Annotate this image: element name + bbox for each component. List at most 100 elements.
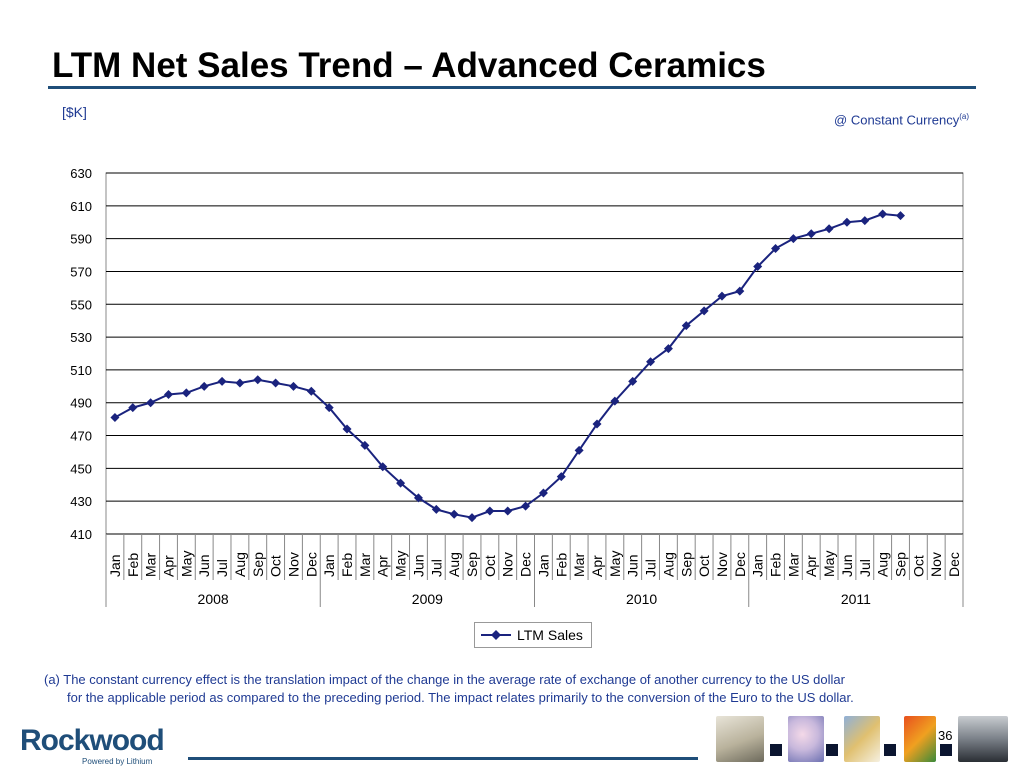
data-point — [503, 506, 513, 516]
data-point — [181, 388, 191, 398]
y-tick-label: 530 — [70, 330, 92, 345]
month-label: Oct — [696, 555, 712, 577]
month-label: Aug — [875, 552, 891, 577]
data-point — [538, 488, 548, 498]
y-tick-label: 610 — [70, 199, 92, 214]
data-point — [788, 234, 798, 244]
data-point — [271, 378, 281, 388]
data-point — [806, 229, 816, 239]
month-label: Nov — [500, 552, 516, 577]
month-label: Jul — [857, 559, 873, 577]
month-label: Jul — [214, 559, 230, 577]
month-label: May — [178, 551, 194, 577]
month-label: Mar — [785, 553, 801, 577]
data-point — [110, 412, 120, 422]
month-label: Aug — [660, 552, 676, 577]
pills-image — [788, 716, 824, 762]
y-tick-label: 490 — [70, 396, 92, 411]
data-point — [735, 286, 745, 296]
month-label: Jul — [428, 559, 444, 577]
month-label: May — [393, 551, 409, 577]
month-label: Mar — [571, 553, 587, 577]
y-tick-label: 590 — [70, 232, 92, 247]
month-label: Feb — [768, 553, 784, 577]
data-point — [128, 403, 138, 413]
data-point — [896, 211, 906, 221]
data-point — [360, 440, 370, 450]
logo-wordmark: Rockwood — [20, 724, 165, 757]
month-label: May — [821, 551, 837, 577]
title-underline — [48, 86, 976, 89]
data-point — [396, 478, 406, 488]
month-label: Sep — [678, 552, 694, 577]
month-label: Sep — [464, 552, 480, 577]
data-point — [753, 262, 763, 272]
logo-tagline: Powered by Lithium — [82, 757, 153, 766]
month-label: Jan — [107, 554, 123, 577]
legend-label: LTM Sales — [517, 627, 583, 643]
data-point — [163, 390, 173, 400]
month-label: Mar — [357, 553, 373, 577]
y-tick-label: 630 — [70, 166, 92, 181]
chart-legend: LTM Sales — [474, 622, 592, 648]
rockwood-logo: Rockwood Powered by Lithium — [20, 724, 165, 767]
y-tick-label: 510 — [70, 363, 92, 378]
month-label: Jun — [410, 554, 426, 577]
month-label: Jan — [750, 554, 766, 577]
month-label: Aug — [446, 552, 462, 577]
currency-note-text: @ Constant Currency — [834, 112, 960, 128]
data-point — [324, 403, 334, 413]
data-point — [431, 504, 441, 514]
car-image — [958, 716, 1008, 762]
y-tick-label: 570 — [70, 264, 92, 279]
data-point — [824, 224, 834, 234]
data-point — [842, 217, 852, 227]
year-label: 2011 — [841, 591, 871, 607]
ceramics-image — [844, 716, 880, 762]
year-label: 2009 — [412, 591, 443, 607]
data-point — [378, 462, 388, 472]
month-label: Apr — [160, 555, 176, 577]
month-label: Jan — [321, 554, 337, 577]
data-point — [681, 321, 691, 331]
data-point — [521, 501, 531, 511]
data-point — [663, 344, 673, 354]
bullet-square — [826, 744, 838, 756]
month-label: Dec — [732, 552, 748, 577]
footnote: (a) The constant currency effect is the … — [44, 671, 994, 707]
data-point — [610, 396, 620, 406]
footer-rule — [188, 757, 698, 760]
y-tick-label: 450 — [70, 461, 92, 476]
year-label: 2008 — [198, 591, 229, 607]
month-label: Dec — [303, 552, 319, 577]
pigments-image — [904, 716, 936, 762]
month-label: Nov — [928, 552, 944, 577]
data-point — [449, 509, 459, 519]
month-label: Oct — [268, 555, 284, 577]
month-label: Apr — [803, 555, 819, 577]
data-point — [235, 378, 245, 388]
month-label: Jun — [839, 554, 855, 577]
data-point — [699, 306, 709, 316]
data-point — [574, 445, 584, 455]
month-label: Nov — [714, 552, 730, 577]
data-point — [467, 513, 477, 523]
month-label: Sep — [893, 552, 909, 577]
month-label: Feb — [553, 553, 569, 577]
page-title: LTM Net Sales Trend – Advanced Ceramics — [52, 46, 766, 85]
month-label: Aug — [232, 552, 248, 577]
data-point — [556, 472, 566, 482]
y-tick-label: 470 — [70, 429, 92, 444]
month-label: Jun — [625, 554, 641, 577]
bullet-square — [770, 744, 782, 756]
lab-flask-image — [716, 716, 764, 762]
data-point — [342, 424, 352, 434]
units-label: [$K] — [62, 104, 87, 120]
bullet-square — [884, 744, 896, 756]
data-point — [592, 419, 602, 429]
month-label: Dec — [518, 552, 534, 577]
data-point — [628, 376, 638, 386]
legend-diamond-icon — [481, 630, 511, 640]
data-point — [413, 493, 423, 503]
